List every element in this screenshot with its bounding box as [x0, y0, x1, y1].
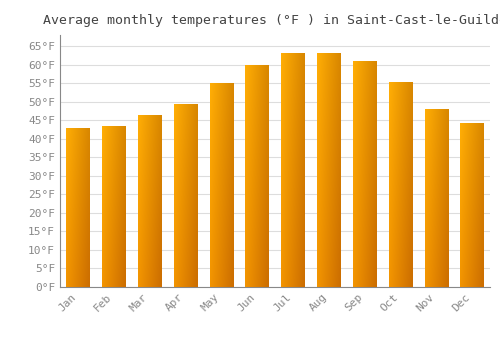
Bar: [174, 104, 197, 287]
Bar: [138, 115, 161, 287]
Bar: [460, 123, 483, 287]
Bar: [424, 110, 448, 287]
Bar: [66, 128, 90, 287]
Bar: [282, 53, 304, 287]
Bar: [389, 83, 412, 287]
Title: Average monthly temperatures (°F ) in Saint-Cast-le-Guildo: Average monthly temperatures (°F ) in Sa…: [43, 14, 500, 27]
Bar: [210, 83, 233, 287]
Bar: [353, 62, 376, 287]
Bar: [317, 53, 340, 287]
Bar: [246, 65, 268, 287]
Bar: [102, 127, 126, 287]
